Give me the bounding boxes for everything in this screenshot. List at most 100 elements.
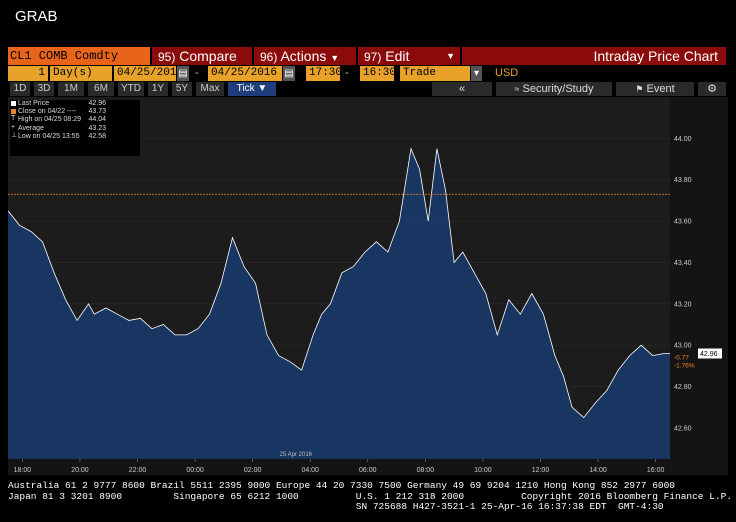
end-calendar-icon[interactable]: ▤ (283, 66, 295, 81)
flag-icon: ⚑ (635, 84, 644, 94)
actions-label: Actions (280, 48, 327, 64)
y-tick-label: 42.80 (674, 384, 692, 391)
y-tick-label: 42.60 (674, 425, 692, 432)
end-date-input[interactable]: 04/25/2016 (208, 66, 282, 81)
legend-value-low: 42.58 (88, 132, 106, 140)
date-separator: - (195, 67, 199, 79)
edit-dropdown-icon: ▼ (446, 51, 455, 61)
tab-tick-label: Tick (236, 83, 255, 94)
legend: Last Price 42.96 Close on 04/22 ---- 43.… (10, 100, 140, 156)
legend-label-high: High on 04/25 08:29 (18, 116, 82, 124)
back-button[interactable]: « (432, 82, 492, 96)
last-price-marker (698, 348, 722, 359)
event-button[interactable]: ⚑ Event (616, 82, 694, 96)
price-area (8, 148, 670, 459)
x-tick-label: 04:00 (301, 467, 319, 474)
field-dropdown-icon[interactable]: ▾ (471, 66, 482, 81)
x-tick-label: 10:00 (474, 467, 492, 474)
security-study-button[interactable]: ≈ Security/Study (496, 82, 612, 96)
settings-button[interactable]: ⚙ (698, 82, 726, 96)
event-label: Event (646, 83, 675, 95)
legend-item-close: Close on 04/22 ---- 43.73 (10, 108, 140, 116)
start-calendar-icon[interactable]: ▤ (177, 66, 189, 81)
legend-item-average: + Average 43.23 (10, 123, 140, 133)
y-tick-label: 43.20 (674, 301, 692, 308)
date-label: 25 Apr 2016 (280, 452, 313, 458)
edit-label: Edit (385, 48, 410, 64)
legend-label-low: Low on 04/25 13:55 (18, 132, 80, 140)
tab-3d[interactable]: 3D (34, 82, 54, 96)
window-title: GRAB (15, 8, 58, 25)
price-line (8, 147, 670, 419)
start-date-input[interactable]: 04/25/2016 (114, 66, 183, 81)
x-tick-label: 14:00 (589, 467, 607, 474)
legend-value-close: 43.73 (88, 108, 106, 116)
actions-button[interactable]: 96) Actions ▼ (254, 47, 356, 65)
legend-swatch-close (11, 109, 16, 115)
low-marker-icon: ⊥ (11, 131, 18, 139)
footer-line-3: SN 725688 H427-3521-1 25-Apr-16 16:37:38… (8, 501, 664, 512)
x-axis-ticks: 18:00 20:00 22:00 00:00 02:00 04:00 06:00 08:00… (14, 459, 665, 474)
tab-1d[interactable]: 1D (10, 82, 30, 96)
x-tick-label: 20:00 (71, 467, 89, 474)
change-label: -0.77 (674, 355, 689, 362)
legend-value-average: 43.23 (88, 124, 106, 132)
actions-dropdown-icon: ▼ (330, 53, 340, 63)
edit-number: 97) (364, 50, 382, 64)
tab-max[interactable]: Max (196, 82, 224, 96)
high-marker-icon: T (11, 115, 16, 123)
legend-item-low: ⊥ Low on 04/25 13:55 42.58 (10, 131, 140, 141)
y-tick-label: 44.00 (674, 136, 692, 143)
legend-value-last: 42.96 (88, 100, 106, 107)
legend-item-last: Last Price 42.96 (10, 100, 140, 108)
field-select[interactable]: Trade (400, 66, 470, 81)
chart-title: Intraday Price Chart (462, 47, 726, 65)
actions-number: 96) (260, 50, 278, 64)
x-tick-label: 06:00 (359, 467, 377, 474)
end-time-input[interactable]: 16:30 (360, 66, 396, 81)
tab-tick[interactable]: Tick ▼ (228, 82, 276, 96)
security-study-label: Security/Study (522, 83, 594, 95)
legend-value-high: 44.04 (88, 116, 106, 124)
footer-contacts: Australia 61 2 9777 8600 Brazil 5511 239… (8, 480, 732, 513)
change-pct-label: -1.76% (674, 363, 695, 370)
price-chart: 42.60 42.80 43.00 43.20 43.40 43.60 43.80 44.00… (8, 97, 728, 475)
legend-label-average: Average (18, 124, 44, 132)
tick-dropdown-icon: ▼ (257, 83, 268, 94)
tab-ytd[interactable]: YTD (118, 82, 144, 96)
tab-6m[interactable]: 6M (88, 82, 114, 96)
legend-swatch-last (11, 101, 16, 106)
last-price-label: 42.96 (700, 351, 718, 358)
compare-label: Compare (179, 48, 237, 64)
y-tick-label: 43.80 (674, 177, 692, 184)
legend-label-close: Close on 04/22 ---- (18, 108, 77, 116)
compare-button[interactable]: 95) Compare (152, 47, 252, 65)
y-tick-label: 43.40 (674, 260, 692, 267)
period-input[interactable]: 1 (8, 66, 48, 81)
x-tick-label: 02:00 (244, 467, 262, 474)
tab-5y[interactable]: 5Y (172, 82, 192, 96)
x-tick-label: 22:00 (129, 467, 147, 474)
ticker-field[interactable]: CL1 COMB Comdty (8, 47, 150, 65)
gear-icon: ⚙ (707, 83, 717, 95)
x-tick-label: 16:00 (647, 467, 665, 474)
time-separator: - (345, 67, 349, 79)
average-marker-icon: + (11, 123, 16, 131)
tab-1m[interactable]: 1M (58, 82, 84, 96)
x-tick-label: 08:00 (417, 467, 435, 474)
legend-label-last: Last Price (18, 100, 50, 107)
x-tick-label: 00:00 (186, 467, 204, 474)
y-tick-label: 43.00 (674, 343, 692, 350)
x-tick-label: 12:00 (532, 467, 550, 474)
tab-1y[interactable]: 1Y (148, 82, 168, 96)
edit-button[interactable]: 97) Edit ▼ (358, 47, 460, 65)
x-tick-label: 18:00 (14, 467, 32, 474)
study-icon: ≈ (514, 84, 520, 94)
period-unit-select[interactable]: Day(s) (50, 66, 112, 81)
footer-line-2: Japan 81 3 3201 8900 Singapore 65 6212 1… (8, 490, 733, 502)
start-time-input[interactable]: 17:30 (306, 66, 342, 81)
footer-line-1: Australia 61 2 9777 8600 Brazil 5511 239… (8, 480, 676, 491)
y-axis-ticks: 42.60 42.80 43.00 43.20 43.40 43.60 43.80 44.00 (674, 136, 692, 433)
legend-item-high: T High on 04/25 08:29 44.04 (10, 115, 140, 124)
y-tick-label: 43.60 (674, 219, 692, 226)
